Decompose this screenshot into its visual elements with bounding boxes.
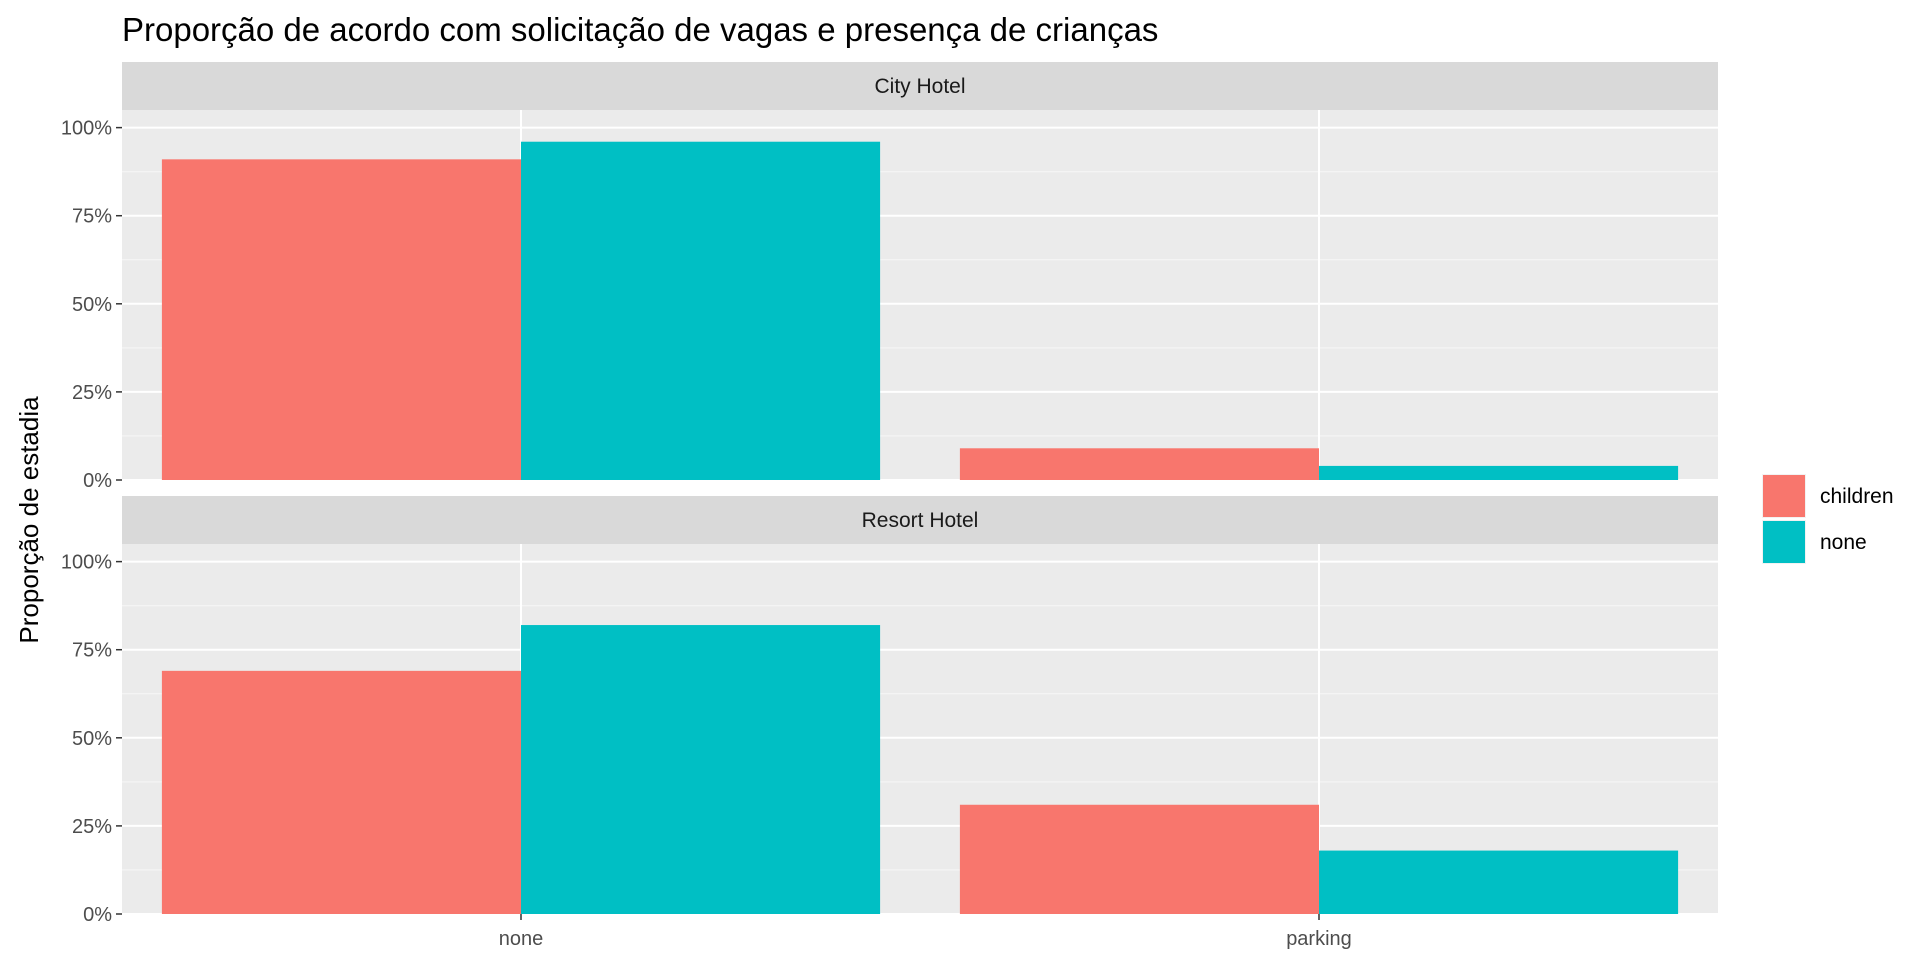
legend: children none bbox=[1762, 474, 1894, 564]
y-tick-label: 0% bbox=[83, 904, 112, 926]
x-axis: none parking bbox=[499, 914, 1352, 950]
x-tick-label: none bbox=[499, 928, 544, 950]
y-tick-label: 25% bbox=[72, 382, 112, 404]
y-tick-label: 100% bbox=[61, 552, 112, 574]
y-tick-label: 100% bbox=[61, 118, 112, 140]
facet-panels: City Hotel 0% 25% 50% 75% 100% Resort Hotel 0% 2… bbox=[61, 62, 1718, 926]
bar-children-parking bbox=[959, 804, 1319, 914]
y-tick-label: 0% bbox=[83, 470, 112, 492]
bar-none-none bbox=[521, 625, 881, 914]
y-tick-label: 50% bbox=[72, 728, 112, 750]
bar-none-parking bbox=[1319, 850, 1679, 914]
bar-none-parking bbox=[1319, 465, 1679, 480]
y-tick-label: 75% bbox=[72, 206, 112, 228]
legend-label-none: none bbox=[1820, 531, 1867, 554]
chart-title: Proporção de acordo com solicitação de v… bbox=[122, 11, 1158, 48]
legend-key-none bbox=[1763, 521, 1805, 563]
y-tick-label: 50% bbox=[72, 294, 112, 316]
y-tick-label: 75% bbox=[72, 640, 112, 662]
panel-0: City Hotel 0% 25% 50% 75% 100% bbox=[61, 62, 1718, 492]
facet-strip bbox=[122, 496, 1718, 544]
bar-children-none bbox=[161, 159, 521, 481]
bar-children-parking bbox=[959, 448, 1319, 480]
bar-none-none bbox=[521, 141, 881, 480]
facet-strip-label: City Hotel bbox=[874, 75, 965, 98]
bar-children-none bbox=[161, 670, 521, 914]
x-tick-label: parking bbox=[1286, 928, 1352, 950]
legend-label-children: children bbox=[1820, 485, 1894, 508]
legend-key-children bbox=[1763, 475, 1805, 517]
facet-strip-label: Resort Hotel bbox=[862, 509, 979, 532]
y-axis-title: Proporção de estadia bbox=[14, 396, 44, 644]
facet-strip bbox=[122, 62, 1718, 110]
panel-1: Resort Hotel 0% 25% 50% 75% 100% bbox=[61, 496, 1718, 926]
y-tick-label: 25% bbox=[72, 816, 112, 838]
